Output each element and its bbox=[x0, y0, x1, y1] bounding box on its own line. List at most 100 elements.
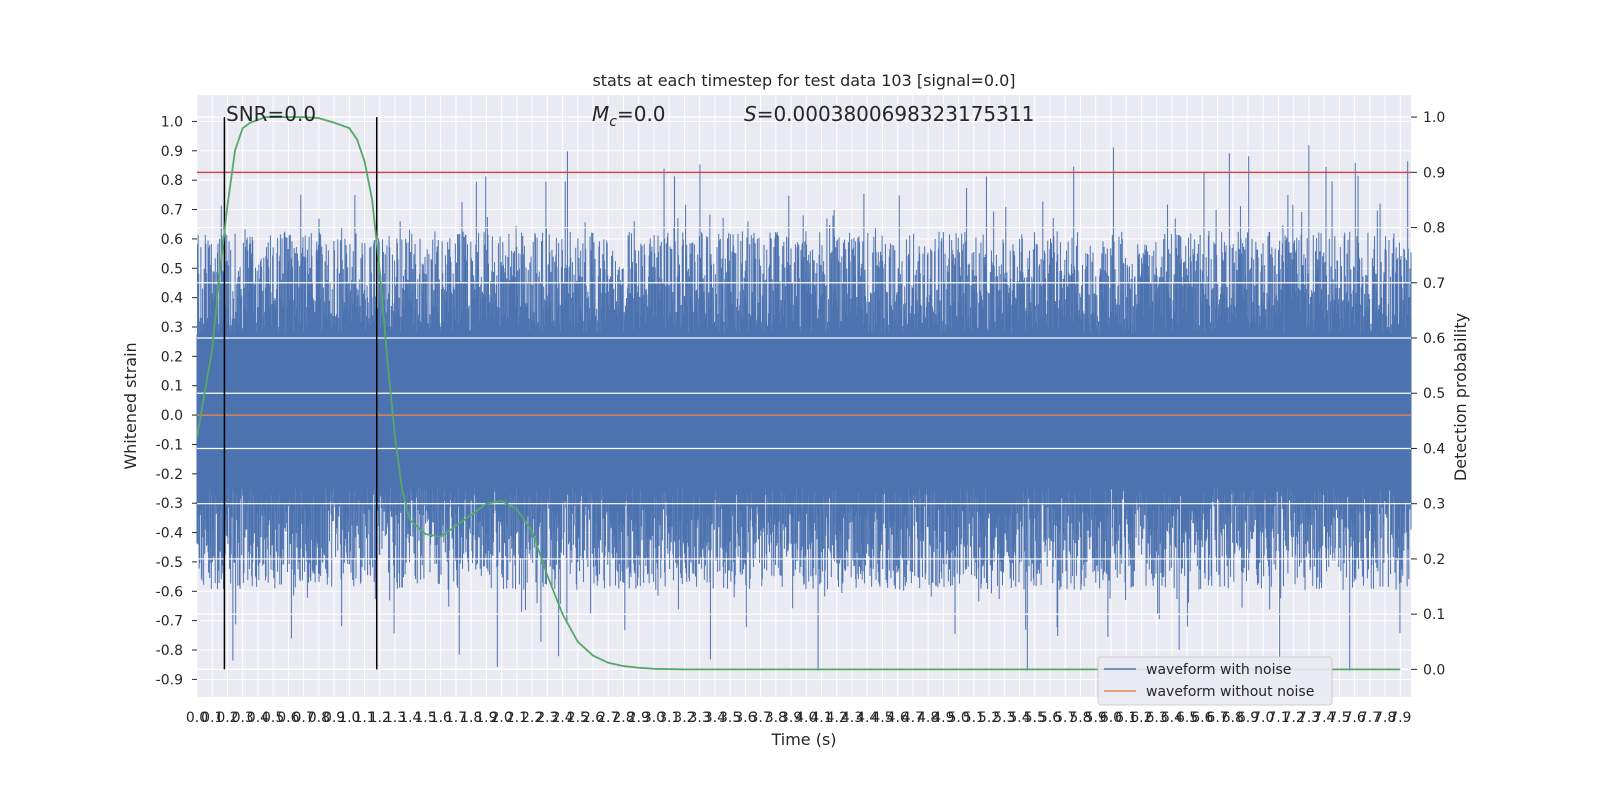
x-tick-label: 2.0 bbox=[491, 710, 513, 726]
x-tick-label: 2.1 bbox=[506, 710, 528, 726]
x-tick-label: 4.7 bbox=[902, 710, 924, 726]
x-tick-label: 1.0 bbox=[338, 710, 360, 726]
x-tick-label: 1.4 bbox=[399, 710, 421, 726]
x-tick-label: 3.4 bbox=[704, 710, 726, 726]
x-tick-label: 5.4 bbox=[1008, 710, 1030, 726]
left-y-tick-label: -0.7 bbox=[156, 614, 183, 630]
left-y-tick-label: 0.4 bbox=[161, 291, 183, 307]
x-tick-label: 4.5 bbox=[871, 710, 893, 726]
x-tick-label: 0.6 bbox=[277, 710, 299, 726]
x-tick-label: 3.9 bbox=[780, 710, 802, 726]
left-y-tick-label: 0.3 bbox=[161, 320, 183, 336]
x-tick-label: 7.3 bbox=[1298, 710, 1320, 726]
x-tick-label: 0.8 bbox=[308, 710, 330, 726]
right-y-tick-label: 0.7 bbox=[1423, 276, 1445, 292]
mc-annotation: Mc=0.0 bbox=[592, 102, 666, 130]
x-tick-label: 7.9 bbox=[1389, 710, 1411, 726]
x-tick-label: 6.7 bbox=[1206, 710, 1228, 726]
x-tick-label: 2.7 bbox=[597, 710, 619, 726]
s-value: =0.0003800698323175311 bbox=[757, 102, 1035, 126]
left-y-tick-label: 0.1 bbox=[161, 379, 183, 395]
mc-subscript: c bbox=[609, 114, 617, 130]
left-y-tick-label: -0.6 bbox=[156, 584, 183, 600]
left-y-tick-label: 0.9 bbox=[161, 144, 183, 160]
x-tick-label: 5.8 bbox=[1069, 710, 1091, 726]
right-y-tick-label: 0.2 bbox=[1423, 552, 1445, 568]
x-tick-label: 6.0 bbox=[1100, 710, 1122, 726]
x-tick-label: 1.8 bbox=[460, 710, 482, 726]
x-tick-label: 1.6 bbox=[430, 710, 452, 726]
x-tick-label: 6.1 bbox=[1115, 710, 1137, 726]
x-tick-label: 1.7 bbox=[445, 710, 467, 726]
right-y-tick-label: 0.8 bbox=[1423, 221, 1445, 237]
x-tick-label: 3.8 bbox=[765, 710, 787, 726]
left-y-tick-label: 0.7 bbox=[161, 203, 183, 219]
x-tick-label: 0.3 bbox=[232, 710, 254, 726]
mc-value: =0.0 bbox=[617, 102, 666, 126]
x-tick-label: 3.2 bbox=[673, 710, 695, 726]
right-y-tick-label: 0.4 bbox=[1423, 441, 1445, 457]
x-tick-label: 6.3 bbox=[1145, 710, 1167, 726]
legend-box bbox=[1097, 656, 1333, 706]
x-tick-label: 5.3 bbox=[993, 710, 1015, 726]
right-y-tick-label: 0.9 bbox=[1423, 165, 1445, 181]
x-axis-label: Time (s) bbox=[770, 730, 836, 749]
x-tick-label: 4.0 bbox=[795, 710, 817, 726]
x-tick-label: 1.1 bbox=[353, 710, 375, 726]
x-tick-label: 0.9 bbox=[323, 710, 345, 726]
right-y-tick-label: 0.6 bbox=[1423, 331, 1445, 347]
left-y-tick-label: -0.8 bbox=[156, 643, 183, 659]
right-y-tick-label: 0.3 bbox=[1423, 497, 1445, 513]
left-y-axis: -0.9 -0.8 -0.7 -0.6 -0.5 -0.4 -0.3 -0.2 -0.1 0.0 0… bbox=[156, 114, 197, 688]
s-symbol: S bbox=[744, 102, 757, 126]
left-y-tick-label: -0.2 bbox=[156, 467, 183, 483]
x-tick-label: 7.6 bbox=[1344, 710, 1366, 726]
x-tick-label: 0.2 bbox=[216, 710, 238, 726]
x-tick-label: 3.3 bbox=[689, 710, 711, 726]
left-y-tick-label: 0.5 bbox=[161, 261, 183, 277]
x-tick-label: 0.1 bbox=[201, 710, 223, 726]
x-tick-label: 7.7 bbox=[1359, 710, 1381, 726]
left-y-tick-label: -0.5 bbox=[156, 555, 183, 571]
x-tick-label: 5.5 bbox=[1024, 710, 1046, 726]
x-tick-label: 2.2 bbox=[521, 710, 543, 726]
x-tick-label: 7.5 bbox=[1328, 710, 1350, 726]
x-tick-label: 0.5 bbox=[262, 710, 284, 726]
x-tick-label: 2.4 bbox=[551, 710, 573, 726]
x-tick-label: 5.9 bbox=[1085, 710, 1107, 726]
left-y-axis-label: Whitened strain bbox=[121, 342, 140, 469]
legend-label: waveform without noise bbox=[1146, 684, 1314, 700]
x-tick-label: 6.6 bbox=[1191, 710, 1213, 726]
x-tick-label: 2.9 bbox=[628, 710, 650, 726]
x-tick-label: 0.0 bbox=[186, 710, 208, 726]
x-tick-label: 2.3 bbox=[536, 710, 558, 726]
x-tick-label: 6.4 bbox=[1161, 710, 1183, 726]
x-tick-label: 3.6 bbox=[734, 710, 756, 726]
x-tick-label: 7.2 bbox=[1283, 710, 1305, 726]
x-tick-label: 2.8 bbox=[612, 710, 634, 726]
left-y-tick-label: -0.3 bbox=[156, 496, 183, 512]
x-tick-label: 7.1 bbox=[1267, 710, 1289, 726]
x-tick-label: 3.7 bbox=[749, 710, 771, 726]
left-y-tick-label: 0.6 bbox=[161, 232, 183, 248]
x-tick-label: 7.8 bbox=[1374, 710, 1396, 726]
x-tick-label: 7.4 bbox=[1313, 710, 1335, 726]
left-y-tick-label: -0.1 bbox=[156, 437, 183, 453]
x-tick-label: 2.5 bbox=[567, 710, 589, 726]
x-tick-label: 5.6 bbox=[1039, 710, 1061, 726]
snr-annotation: SNR=0.0 bbox=[226, 102, 316, 126]
x-tick-label: 7.0 bbox=[1252, 710, 1274, 726]
x-tick-label: 4.1 bbox=[810, 710, 832, 726]
x-tick-label: 4.3 bbox=[841, 710, 863, 726]
left-y-tick-label: 0.2 bbox=[161, 349, 183, 365]
x-tick-label: 3.0 bbox=[643, 710, 665, 726]
right-y-tick-label: 0.1 bbox=[1423, 607, 1445, 623]
x-tick-label: 6.9 bbox=[1237, 710, 1259, 726]
x-tick-label: 4.9 bbox=[932, 710, 954, 726]
x-axis: 0.00.10.20.30.40.50.60.70.80.91.01.11.21… bbox=[186, 710, 1412, 726]
left-y-tick-label: -0.9 bbox=[156, 672, 183, 688]
x-tick-label: 3.1 bbox=[658, 710, 680, 726]
left-y-tick-label: 0.8 bbox=[161, 173, 183, 189]
